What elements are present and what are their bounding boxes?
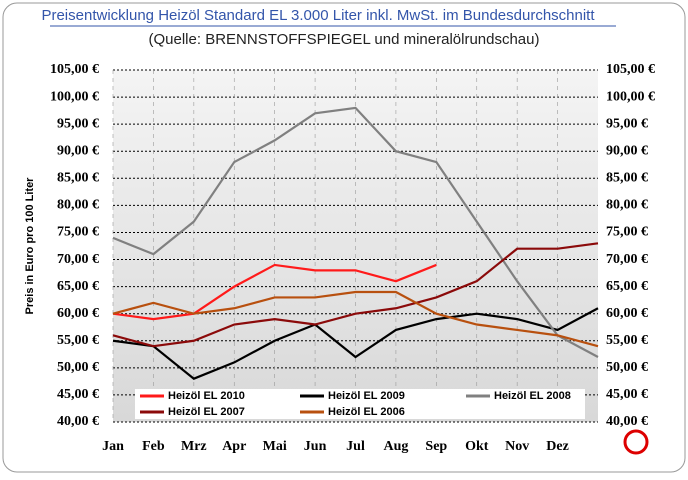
x-tick-label: Jun [304,439,327,454]
x-tick-label: Jul [346,439,365,454]
y-tick-label: 90,00 € [57,143,99,158]
series-line [112,307,599,380]
x-tick-label: Apr [222,439,246,454]
y2-tick-label: 45,00 € [606,387,648,402]
chart-title: Preisentwicklung Heizöl Standard EL 3.00… [41,7,595,24]
x-tick-label: Okt [465,439,489,454]
x-tick-label: Mrz [181,439,207,454]
y2-tick-label: 65,00 € [606,279,648,294]
y-tick-label: 100,00 € [50,89,99,104]
y-axis-label: Preis in Euro pro 100 Liter [24,177,36,315]
y-tick-label: 45,00 € [57,387,99,402]
x-tick-label: Dez [546,439,569,454]
y-tick-label: 55,00 € [57,333,99,348]
y2-tick-label: 90,00 € [606,143,648,158]
y-tick-label: 70,00 € [57,252,99,267]
series-line [112,242,599,348]
y2-tick-label: 95,00 € [606,116,648,131]
y-tick-label: 50,00 € [57,360,99,375]
x-tick-label: Feb [142,439,165,454]
y-tick-label: 95,00 € [57,116,99,131]
series-line [112,106,599,358]
legend-label: Heizöl EL 2009 [328,390,405,402]
series-line [112,290,599,348]
legend-label: Heizöl EL 2010 [168,390,245,402]
y-tick-label: 80,00 € [57,198,99,213]
series-line [112,263,437,321]
x-tick-label: Nov [505,439,529,454]
y-tick-label: 60,00 € [57,306,99,321]
y-tick-label: 75,00 € [57,225,99,240]
y2-tick-label: 50,00 € [606,360,648,375]
y2-tick-label: 85,00 € [606,171,648,186]
y2-tick-label: 70,00 € [606,252,648,267]
legend-box [135,389,585,419]
y2-tick-label: 75,00 € [606,225,648,240]
chart-subtitle: (Quelle: BRENNSTOFFSPIEGEL und mineralöl… [149,31,540,48]
x-tick-label: Jan [102,439,124,454]
legend-label: Heizöl EL 2006 [328,406,405,418]
y2-tick-label: 40,00 € [606,414,648,429]
y2-tick-label: 80,00 € [606,198,648,213]
y-tick-label: 105,00 € [50,62,99,77]
y2-tick-label: 100,00 € [606,89,655,104]
logo [623,429,649,455]
y-tick-label: 65,00 € [57,279,99,294]
y2-tick-label: 105,00 € [606,62,655,77]
legend-label: Heizöl EL 2007 [168,406,245,418]
y2-tick-label: 55,00 € [606,333,648,348]
legend-label: Heizöl EL 2008 [494,390,571,402]
y-tick-label: 85,00 € [57,171,99,186]
x-tick-label: Aug [383,439,408,454]
y2-tick-label: 60,00 € [606,306,648,321]
x-tick-label: Mai [263,439,287,454]
y-tick-label: 40,00 € [57,414,99,429]
x-tick-label: Sep [425,439,447,454]
